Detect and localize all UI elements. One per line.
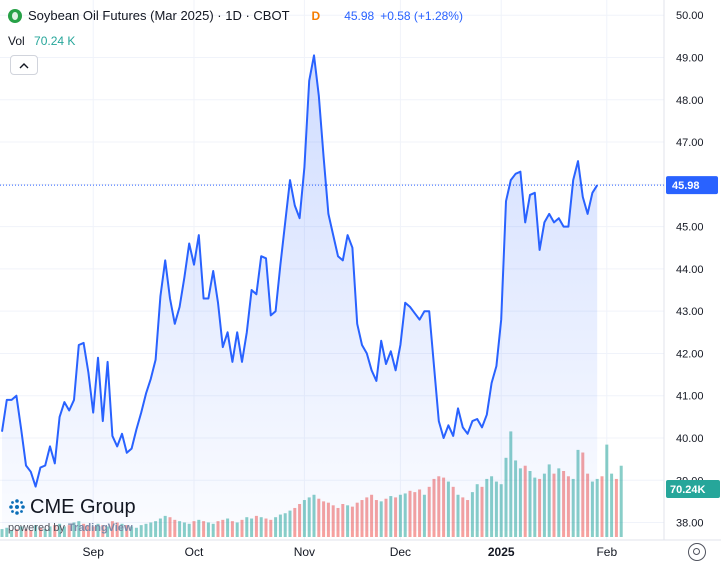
market-status-badge[interactable]: D [311, 8, 321, 23]
volume-bar [134, 527, 138, 537]
price-series-line [1, 54, 599, 488]
volume-bar [29, 530, 33, 537]
y-tick-label: 45.00 [676, 222, 704, 234]
x-tick-label: 2025 [488, 545, 515, 559]
volume-bar [605, 444, 609, 537]
volume-bar [614, 478, 618, 537]
volume-bar [48, 526, 52, 537]
volume-bar [0, 529, 4, 537]
volume-tag-text: 70.24K [670, 484, 706, 496]
volume-bar [106, 526, 110, 537]
last-price: 45.98 [344, 8, 375, 23]
symbol-legend[interactable]: Soybean Oil Futures (Mar 2025) · 1D · CB… [8, 8, 463, 23]
cme-brand-text: CME Group [30, 496, 136, 518]
symbol-title[interactable]: Soybean Oil Futures (Mar 2025) · 1D · CB… [28, 8, 290, 23]
volume-bar [67, 525, 71, 537]
volume-bar [600, 476, 604, 537]
volume-bar [24, 529, 28, 537]
y-tick-label: 41.00 [676, 391, 704, 403]
volume-bar [34, 525, 38, 537]
volume-bar [125, 525, 129, 537]
volume-tag [666, 480, 720, 498]
last-price-tag [666, 176, 718, 195]
tradingview-name: TradingView [67, 522, 133, 534]
y-tick-label: 50.00 [676, 10, 704, 22]
volume-label: Vol [8, 34, 25, 48]
cme-globe-icon [9, 499, 25, 515]
volume-bar [14, 529, 18, 537]
volume-legend[interactable]: Vol 70.24 K [8, 34, 75, 48]
y-axis: 50.0049.0048.0047.0046.0045.0044.0043.00… [676, 10, 704, 529]
collapse-legend-button[interactable] [10, 55, 38, 75]
price-area-fill [2, 55, 598, 532]
volume-bar [38, 527, 42, 537]
volume-bar [19, 526, 23, 537]
y-tick-label: 47.00 [676, 137, 704, 149]
volume-bar [43, 529, 47, 537]
chevron-up-icon [19, 62, 29, 68]
x-tick-label: Feb [596, 545, 617, 559]
x-tick-label: Nov [294, 545, 315, 559]
volume-bar [86, 525, 90, 537]
volume-bar [139, 525, 143, 537]
y-tick-label: 42.00 [676, 348, 704, 360]
volume-bar [101, 525, 105, 537]
volume-bar [91, 526, 95, 537]
volume-value: 70.24 K [34, 34, 76, 48]
y-tick-label: 40.00 [676, 433, 704, 445]
volume-bar [619, 465, 623, 537]
y-tick-label: 49.00 [676, 53, 704, 65]
volume-bar [130, 526, 134, 537]
volume-bar [62, 526, 66, 537]
powered-by-text: powered by TradingView [8, 522, 133, 534]
x-tick-label: Dec [390, 545, 411, 559]
settings-icon[interactable] [688, 543, 706, 561]
price-change: +0.58 (+1.28%) [380, 8, 463, 23]
y-tick-label: 44.00 [676, 264, 704, 276]
cme-logo-icon [8, 8, 22, 23]
powered-by-label: powered by [8, 522, 65, 534]
y-tick-label: 43.00 [676, 306, 704, 318]
x-tick-label: Oct [185, 545, 204, 559]
x-tick-label: Sep [83, 545, 105, 559]
volume-bar [10, 530, 14, 537]
price-line [1, 54, 599, 488]
axis-tags: 45.98 70.24K [666, 176, 720, 498]
volume-bar [53, 525, 57, 537]
y-tick-label: 48.00 [676, 95, 704, 107]
volume-bar [5, 527, 9, 537]
x-axis: Sep Oct Nov Dec 2025 Feb [83, 545, 618, 559]
last-price-tag-text: 45.98 [672, 180, 700, 192]
y-tick-label: 38.00 [676, 518, 704, 530]
price-area [2, 55, 598, 532]
volume-bar [610, 473, 614, 537]
